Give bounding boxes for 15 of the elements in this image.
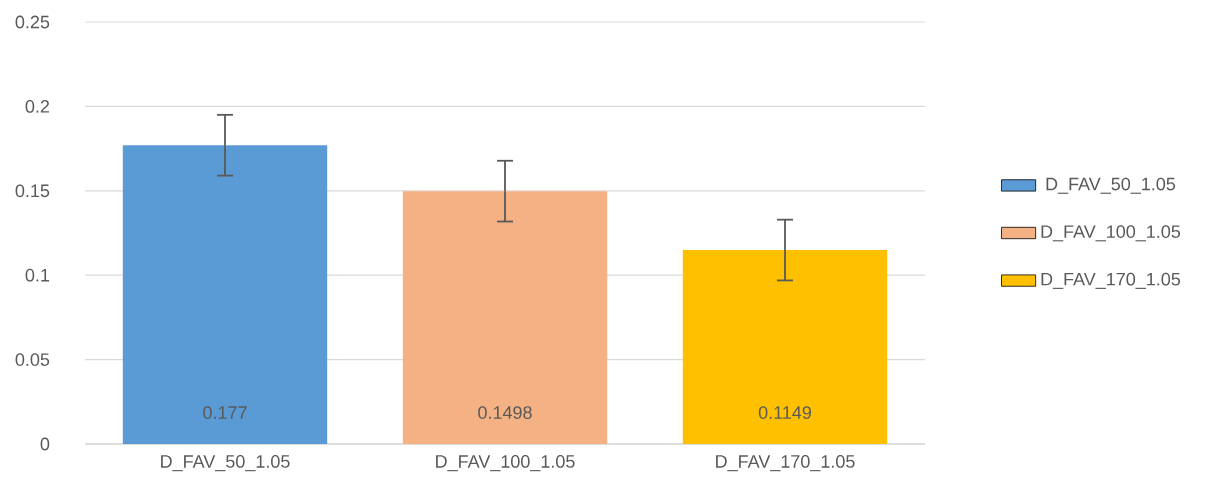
x-tick-label: D_FAV_100_1.05: [436, 455, 575, 472]
legend-label: D_FAV_100_1.05: [1041, 225, 1181, 242]
y-tick-label: 0: [40, 437, 50, 451]
data-label: 0.177: [203, 406, 247, 419]
x-tick-label: D_FAV_170_1.05: [716, 455, 855, 472]
y-tick-label: 0.05: [15, 353, 50, 366]
y-tick-label: 0.15: [15, 184, 50, 198]
y-tick-label: 0.2: [25, 100, 50, 113]
y-tick-label: 0.1: [25, 268, 50, 282]
data-label: 0.1149: [758, 406, 812, 419]
legend-label: D_FAV_50_1.05: [1046, 177, 1176, 194]
legend-label: D_FAV_170_1.05: [1041, 272, 1181, 289]
data-label: 0.1498: [478, 406, 532, 419]
y-tick-label: 0.25: [15, 15, 50, 29]
x-tick-label: D_FAV_50_1.05: [161, 455, 290, 472]
